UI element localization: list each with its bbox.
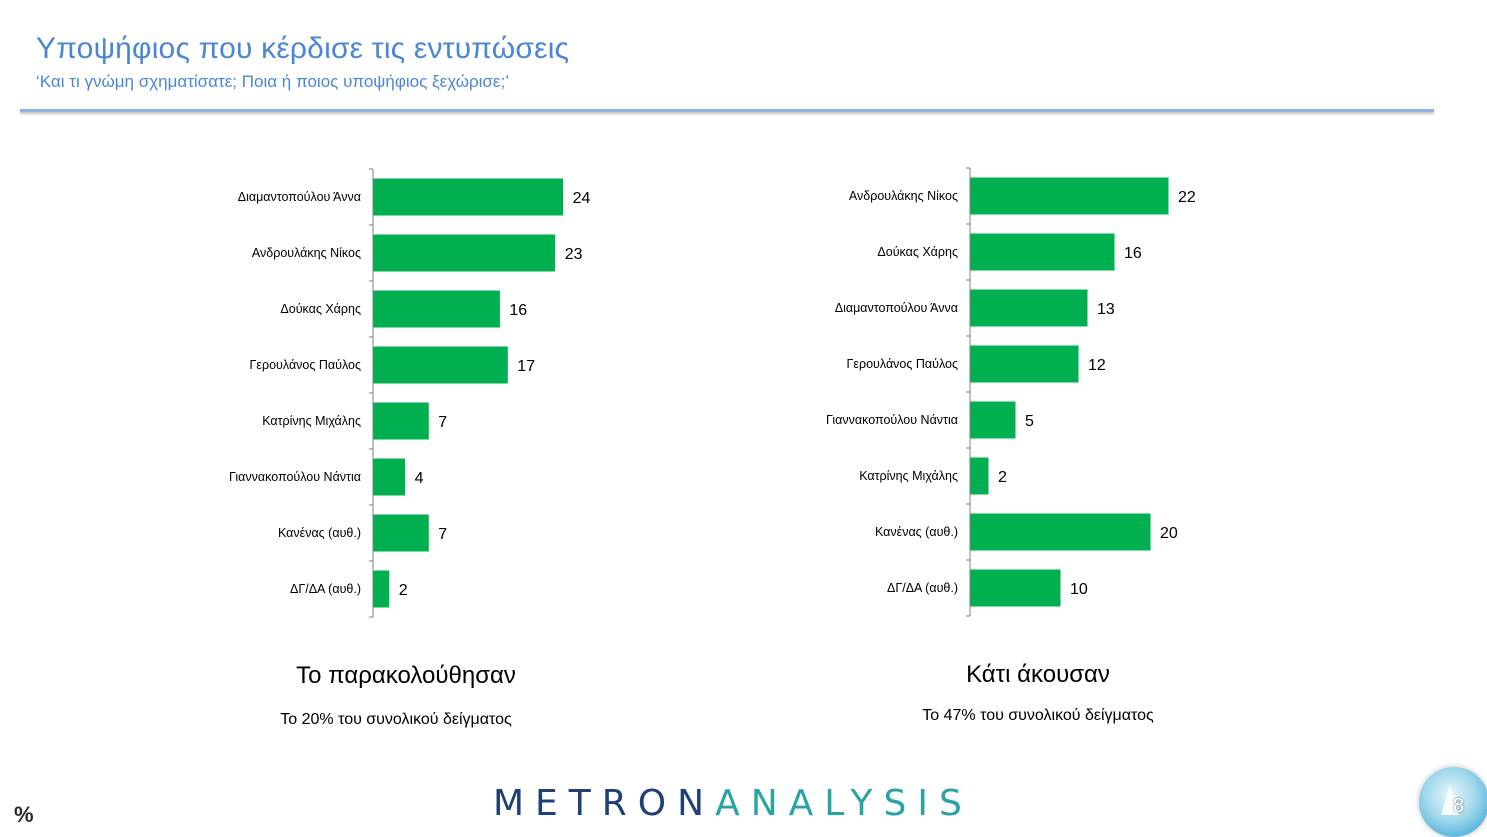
bar [970, 233, 1115, 271]
category-label: Κατρίνης Μιχάλης [262, 414, 361, 428]
data-label: 20 [1160, 525, 1178, 542]
bar [970, 569, 1061, 607]
data-label: 7 [438, 526, 447, 543]
page-number-badge-icon [1419, 767, 1487, 837]
data-label: 2 [998, 469, 1007, 486]
triangle-icon [1441, 785, 1459, 815]
data-label: 5 [1025, 413, 1034, 430]
data-label: 23 [565, 246, 583, 263]
data-label: 16 [1124, 245, 1142, 262]
chart-heard-subtitle: Το 47% του συνολικού δείγματος [922, 707, 1154, 724]
category-label: Δούκας Χάρης [877, 245, 958, 259]
data-label: 4 [415, 470, 424, 487]
chart-heard-title: Κάτι άκουσαν [966, 661, 1110, 688]
category-label: Κανένας (αυθ.) [875, 525, 958, 539]
chart-watched-subtitle: Το 20% του συνολικού δείγματος [280, 711, 512, 728]
chart-watched-title: Το παρακολούθησαν [296, 662, 516, 689]
data-label: 22 [1178, 189, 1196, 206]
header-divider [20, 109, 1434, 112]
chart-heard: Ανδρουλάκης Νίκος 22 Δούκας Χάρης 16 Διαμαντ… [826, 167, 1196, 617]
data-label: 13 [1097, 301, 1115, 318]
category-label: Δούκας Χάρης [280, 302, 361, 316]
bar [970, 289, 1088, 327]
category-label: Διαμαντοπούλου Άννα [238, 190, 361, 204]
page-subtitle: ‘Και τι γνώμη σχηματίσατε; Ποια ή ποιος … [36, 72, 510, 91]
category-label: ΔΓ/ΔΑ (αυθ.) [887, 581, 958, 595]
category-label: Διαμαντοπούλου Άννα [835, 301, 958, 315]
bar [373, 234, 556, 272]
data-label: 7 [438, 414, 447, 431]
category-label: Κανένας (αυθ.) [278, 526, 361, 540]
logo-analysis: ANALYSIS [715, 783, 973, 824]
bar [970, 457, 989, 495]
bar [373, 458, 406, 496]
bar [373, 402, 429, 440]
category-label: Ανδρουλάκης Νίκος [849, 189, 958, 203]
page-number: 8 [1453, 795, 1465, 817]
category-label: Γιαννακοπούλου Νάντια [826, 413, 958, 427]
logo-metron: METRON [493, 783, 716, 824]
page-title: Υποψήφιος που κέρδισε τις εντυπώσεις [36, 32, 570, 65]
data-label: 2 [399, 582, 408, 599]
data-label: 10 [1070, 581, 1088, 598]
category-label: ΔΓ/ΔΑ (αυθ.) [290, 582, 361, 596]
category-label: Γερουλάνος Παύλος [250, 358, 361, 372]
bar [373, 514, 429, 552]
bar [373, 570, 390, 608]
data-label: 24 [573, 190, 591, 207]
data-label: 12 [1088, 357, 1106, 374]
unit-label: % [14, 802, 34, 827]
data-label: 17 [517, 358, 535, 375]
category-label: Ανδρουλάκης Νίκος [252, 246, 361, 260]
bar [970, 177, 1169, 215]
category-label: Γερουλάνος Παύλος [847, 357, 958, 371]
data-label: 16 [509, 302, 527, 319]
bar [373, 346, 508, 384]
bar [970, 345, 1079, 383]
metron-analysis-logo: METRONANALYSIS [493, 786, 973, 822]
category-label: Κατρίνης Μιχάλης [859, 469, 958, 483]
category-label: Γιαννακοπούλου Νάντια [229, 470, 361, 484]
bar [373, 178, 564, 216]
bar [373, 290, 500, 328]
bar [970, 401, 1016, 439]
bar [970, 513, 1151, 551]
